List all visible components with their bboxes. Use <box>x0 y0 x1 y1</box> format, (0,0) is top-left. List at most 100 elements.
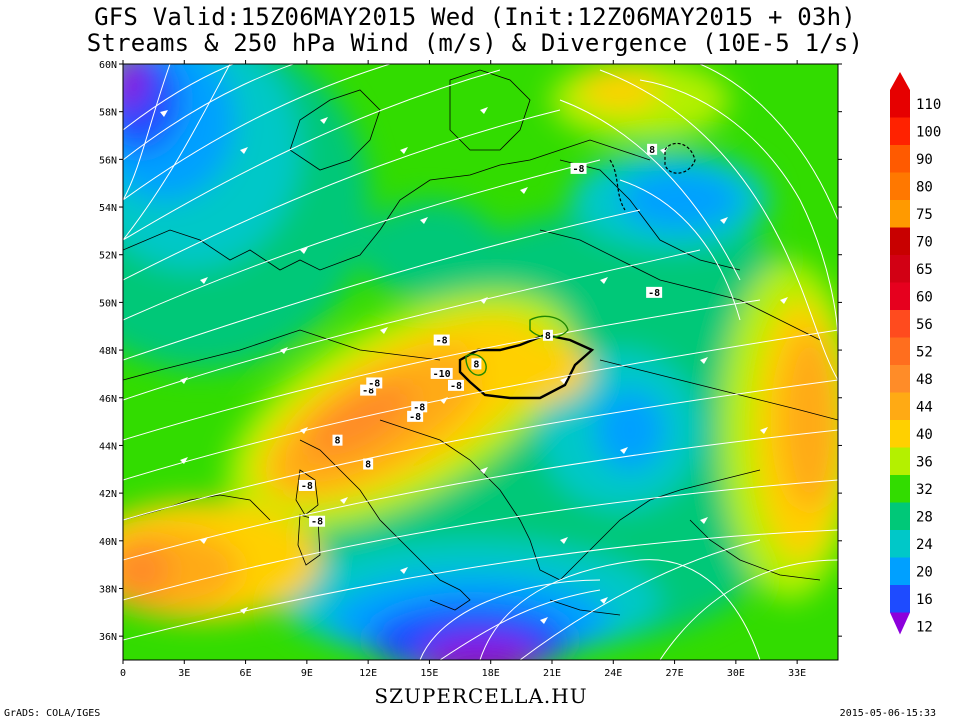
divergence-label: -8 <box>409 412 421 423</box>
divergence-label-bg <box>646 286 663 298</box>
divergence-label: 8 <box>365 460 371 471</box>
lat-label: 36N <box>99 632 117 643</box>
legend-swatch <box>890 200 910 228</box>
lon-label: 12E <box>359 668 377 679</box>
lon-label: 3E <box>178 668 190 679</box>
legend-level-label: 60 <box>916 289 933 305</box>
divergence-label-bg <box>570 162 587 174</box>
legend-level-label: 65 <box>916 262 933 278</box>
divergence-label-bg <box>366 377 383 389</box>
lat-label: 42N <box>99 489 117 500</box>
legend-swatch <box>890 117 910 145</box>
divergence-label: -8 <box>362 386 374 397</box>
divergence-label-bg <box>433 334 450 346</box>
divergence-label-bg <box>298 479 315 491</box>
divergence-label: 8 <box>334 436 340 447</box>
lon-label: 33E <box>788 668 806 679</box>
divergence-labels: -88-8-10-888-8-8-88-8-88-8-8 <box>298 143 663 528</box>
streamlines <box>123 64 838 660</box>
wind-speed-field <box>123 64 838 660</box>
legend-level-label: 48 <box>916 372 933 388</box>
legend-swatch <box>890 145 910 173</box>
divergence-label-bg <box>360 384 377 396</box>
legend-level-label: 32 <box>916 482 933 498</box>
lon-label: 24E <box>604 668 622 679</box>
legend-swatch <box>890 172 910 200</box>
footer-credit: GrADS: COLA/IGES <box>4 708 101 719</box>
divergence-label: -8 <box>436 336 448 347</box>
color-legend: 110 100 90 80 75 70 65 60 56 52 48 44 40 36 32 28 24 20 16… <box>890 72 941 635</box>
lon-label: 30E <box>727 668 745 679</box>
legend-swatch <box>890 337 910 365</box>
legend-swatch <box>890 447 910 475</box>
legend-swatch <box>890 585 910 613</box>
legend-level-label: 80 <box>916 179 933 195</box>
lat-label: 56N <box>99 155 117 166</box>
lat-label: 50N <box>99 298 117 309</box>
divergence-label: -10 <box>433 369 451 380</box>
legend-swatch <box>890 420 910 448</box>
streamline-arrows <box>160 107 788 624</box>
lon-label: 0 <box>120 668 126 679</box>
legend-level-label: 56 <box>916 317 933 333</box>
legend-level-label: 24 <box>916 537 933 553</box>
lat-label: 48N <box>99 346 117 357</box>
divergence-label: -8 <box>301 481 313 492</box>
divergence-label-bg <box>411 401 428 413</box>
hungary-border <box>458 333 595 400</box>
divergence-label: -8 <box>413 402 425 413</box>
divergence-label-bg <box>332 434 343 446</box>
lat-label: 60N <box>99 60 117 71</box>
lon-label: 21E <box>543 668 561 679</box>
lon-label: 9E <box>301 668 313 679</box>
footer-timestamp: 2015-05-06-15:33 <box>839 708 936 719</box>
legend-swatch <box>890 255 910 283</box>
plot-frame <box>122 63 839 661</box>
legend-swatch <box>890 530 910 558</box>
divergence-label: -8 <box>311 517 323 528</box>
lat-label: 44N <box>99 441 117 452</box>
legend-level-label: 44 <box>916 399 933 415</box>
lat-label: 58N <box>99 108 117 119</box>
latitude-axis: 60N 58N 56N 54N 52N 50N 48N 46N 44N 42N 40N 38N 36N <box>99 60 842 643</box>
map-title-line-1: GFS Valid:15Z06MAY2015 Wed (Init:12Z06MA… <box>94 3 856 31</box>
legend-level-label: 90 <box>916 152 933 168</box>
divergence-contours <box>609 142 696 211</box>
legend-swatch <box>890 310 910 338</box>
lat-label: 46N <box>99 394 117 405</box>
longitude-axis: 0 3E 6E 9E 12E 15E 18E 21E 24E 27E 30E 33E <box>120 60 806 679</box>
legend-level-label: 110 <box>916 97 941 113</box>
divergence-contours-solid <box>465 315 569 376</box>
lon-label: 18E <box>482 668 500 679</box>
legend-level-label: 100 <box>916 124 941 140</box>
legend-swatch <box>890 227 910 255</box>
lat-label: 38N <box>99 584 117 595</box>
coastlines-borders <box>123 69 838 616</box>
divergence-label: 8 <box>473 359 479 370</box>
lon-label: 15E <box>420 668 438 679</box>
site-watermark: SZUPERCELLA.HU <box>374 684 588 708</box>
lat-label: 54N <box>99 203 117 214</box>
divergence-label: -8 <box>368 378 380 389</box>
legend-swatch <box>890 282 910 310</box>
legend-swatch <box>890 392 910 420</box>
legend-level-label: 12 <box>916 619 933 635</box>
lon-label: 6E <box>240 668 252 679</box>
legend-bottom-arrow <box>890 612 910 635</box>
legend-level-label: 40 <box>916 427 933 443</box>
divergence-label-bg <box>363 458 374 470</box>
legend-swatch <box>890 502 910 530</box>
legend-level-label: 52 <box>916 344 933 360</box>
divergence-label-bg <box>542 329 553 341</box>
map-title-line-2: Streams & 250 hPa Wind (m/s) & Divergenc… <box>86 29 864 57</box>
divergence-label-bg <box>647 143 658 155</box>
divergence-label-bg <box>471 358 482 370</box>
divergence-label-bg <box>309 515 326 527</box>
legend-swatch <box>890 90 910 118</box>
divergence-label-bg <box>407 410 424 422</box>
legend-level-label: 70 <box>916 234 933 250</box>
legend-level-label: 36 <box>916 454 933 470</box>
lat-label: 40N <box>99 537 117 548</box>
lon-label: 27E <box>666 668 684 679</box>
